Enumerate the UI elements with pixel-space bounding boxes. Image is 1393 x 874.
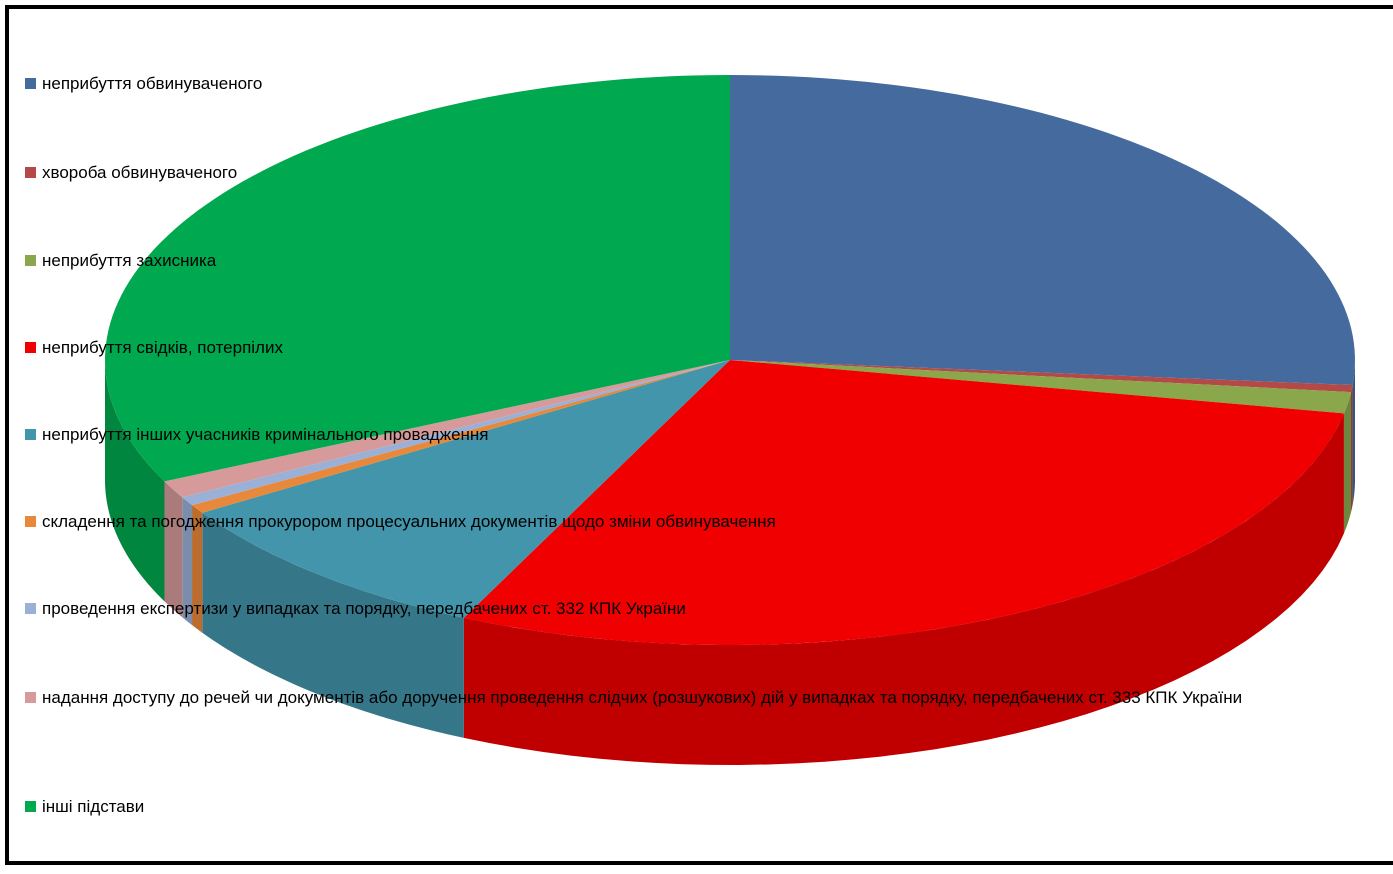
legend-label: неприбуття захисника: [42, 251, 217, 270]
legend-label: неприбуття інших учасників кримінального…: [42, 425, 489, 444]
pie-slice: [463, 360, 1344, 645]
legend-swatch: [25, 801, 36, 812]
legend-item: проведення експертизи у випадках та поря…: [25, 599, 1393, 618]
legend-label: надання доступу до речей чи документів а…: [42, 688, 1243, 707]
legend-label: неприбуття обвинуваченого: [42, 74, 263, 93]
pie-side: [1343, 392, 1352, 534]
pie-slice: [182, 360, 730, 506]
pie-side: [1351, 385, 1353, 513]
legend-label: хвороба обвинуваченого: [42, 163, 238, 182]
legend-swatch: [25, 429, 36, 440]
pie-side: [164, 481, 183, 618]
legend-swatch: [25, 167, 36, 178]
legend-label: проведення експертизи у випадках та поря…: [42, 599, 686, 618]
pie-slice: [730, 360, 1353, 393]
legend-item: хвороба обвинуваченого: [25, 163, 1393, 182]
pie-side: [182, 497, 193, 626]
legend-label: неприбуття свідків, потерпілих: [42, 338, 283, 357]
frame-border: [5, 5, 1393, 865]
pie-side: [202, 512, 464, 738]
legend-swatch: [25, 78, 36, 89]
pie-side: [1352, 360, 1355, 506]
legend-item: неприбуття обвинуваченого: [25, 74, 1393, 93]
legend-item: неприбуття захисника: [25, 251, 1393, 270]
pie-slice: [730, 75, 1355, 386]
pie-slice: [202, 360, 730, 618]
pie-side: [192, 505, 203, 633]
legend-item: складення та погодження прокурором проце…: [25, 512, 1393, 531]
legend-item: неприбуття свідків, потерпілих: [25, 338, 1393, 357]
legend-label: складення та погодження прокурором проце…: [42, 512, 776, 531]
legend-swatch: [25, 692, 36, 703]
legend-swatch: [25, 342, 36, 353]
legend-swatch: [25, 516, 36, 527]
legend-item: інші підстави: [25, 797, 1393, 816]
pie-slice: [730, 360, 1352, 414]
legend-swatch: [25, 255, 36, 266]
pie-slice: [192, 360, 730, 513]
pie-side: [105, 360, 165, 602]
pie-slice: [105, 75, 730, 482]
legend-item: неприбуття інших учасників кримінального…: [25, 425, 1393, 444]
legend-label: інші підстави: [42, 797, 145, 816]
legend-item: надання доступу до речей чи документів а…: [25, 688, 1393, 707]
pie-slice: [164, 360, 730, 498]
legend-swatch: [25, 603, 36, 614]
pie-side: [463, 413, 1344, 765]
